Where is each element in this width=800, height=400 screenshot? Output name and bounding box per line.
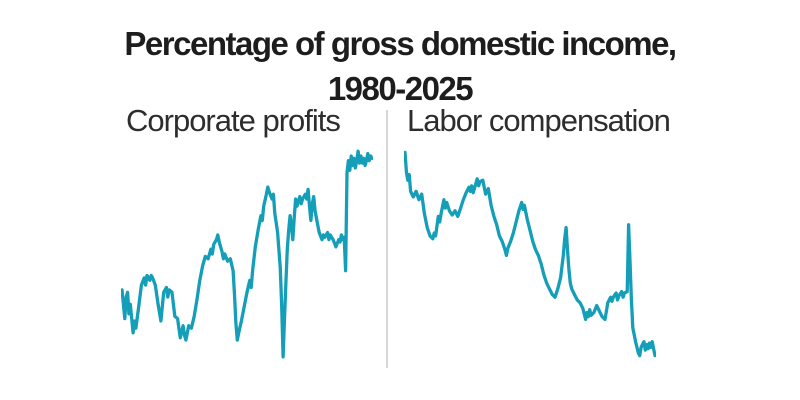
corporate-profits-line [121, 149, 373, 359]
labor-compensation-line-chart [404, 150, 656, 358]
panel-label-labor-compensation: Labor compensation [407, 103, 671, 138]
corporate-profits-line-chart [121, 149, 373, 359]
chart-title: Percentage of gross domestic income, 198… [0, 21, 800, 111]
chart-title-line-1: Percentage of gross domestic income, [124, 25, 677, 62]
labor-compensation-line [404, 150, 656, 358]
panel-divider [386, 110, 388, 368]
chart-title-line-2: 1980-2025 [327, 70, 474, 107]
panel-label-corporate-profits: Corporate profits [126, 103, 341, 138]
